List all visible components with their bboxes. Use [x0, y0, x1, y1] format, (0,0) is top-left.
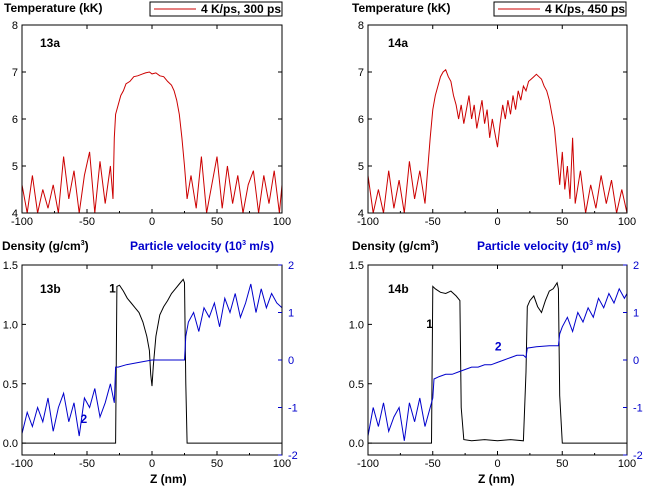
y-tick-label: 0.0 [349, 438, 364, 450]
x-tick-label: -100 [11, 458, 33, 470]
x-tick-label: 0 [149, 216, 155, 228]
y-tick-label: 6 [358, 114, 364, 126]
y-tick-label: 1.0 [349, 319, 364, 331]
x-axis-title: Z (nm) [150, 472, 187, 486]
x-tick-label: 0 [494, 458, 500, 470]
series-line-1 [368, 281, 627, 444]
series-line-2 [367, 287, 628, 441]
panel-label: 14b [388, 282, 409, 296]
panel-label: 14a [388, 36, 408, 50]
x-tick-label: 50 [211, 216, 223, 228]
x-tick-label: 50 [556, 458, 568, 470]
y-right-tick-label: -2 [288, 450, 298, 462]
x-tick-label: 50 [211, 458, 223, 470]
y-tick-label: 4 [358, 208, 364, 220]
y-tick-label: 0.5 [3, 379, 18, 391]
x-tick-label: 50 [556, 216, 568, 228]
panel-label: 13a [40, 36, 60, 50]
y-tick-label: 8 [12, 20, 18, 32]
y-right-tick-label: -2 [633, 450, 643, 462]
series-label-1: 1 [109, 281, 116, 295]
y-right-tick-label: -1 [633, 403, 643, 415]
x-tick-label: 100 [618, 216, 636, 228]
series-line-1 [22, 278, 282, 444]
legend-label: 4 K/ps, 300 ps [201, 2, 281, 16]
series-line-0 [367, 68, 628, 214]
y-tick-label: 0.0 [3, 438, 18, 450]
series-label-2: 2 [495, 340, 502, 354]
y-right-tick-label: -1 [288, 403, 298, 415]
y-tick-label: 4 [12, 208, 18, 220]
y-tick-label: 6 [12, 114, 18, 126]
x-axis-title: Z (nm) [478, 472, 515, 486]
y-right-tick-label: 2 [633, 260, 639, 272]
x-tick-label: -50 [79, 458, 95, 470]
series-label-1: 1 [426, 317, 433, 331]
x-tick-label: -100 [357, 216, 379, 228]
y-tick-label: 5 [358, 161, 364, 173]
panel-14a: Temperature (kK) 4 K/ps, 450 ps 14a [352, 1, 627, 50]
y-right-tick-label: 1 [633, 308, 639, 320]
series-line-0 [21, 71, 283, 214]
chart-13a: -100 -50 0 50 100 4 5 6 7 8 [11, 20, 291, 228]
x-tick-label: -50 [79, 216, 95, 228]
y-tick-label: 1.0 [3, 319, 18, 331]
panel-label: 13b [40, 282, 61, 296]
x-tick-label: -50 [425, 458, 441, 470]
legend-label: 4 K/ps, 450 ps [545, 2, 625, 16]
y-right-tick-label: 1 [288, 308, 294, 320]
y-tick-label: 8 [358, 20, 364, 32]
density-axis-title: Density (g/cm3) [352, 239, 439, 253]
y-tick-label: 1.5 [3, 260, 18, 272]
chart-14a: -100 -50 0 50 100 4 5 6 7 8 [357, 20, 636, 228]
y-tick-label: 7 [358, 67, 364, 79]
x-tick-label: -100 [11, 216, 33, 228]
y-tick-label: 0.5 [349, 379, 364, 391]
density-axis-title: Density (g/cm3) [2, 239, 89, 253]
y-tick-label: 7 [12, 67, 18, 79]
series-line-2 [21, 283, 283, 437]
x-tick-label: 100 [273, 216, 291, 228]
y-right-tick-label: 0 [288, 355, 294, 367]
x-tick-label: 0 [149, 458, 155, 470]
temperature-axis-title: Temperature (kK) [352, 1, 450, 15]
x-tick-label: -100 [357, 458, 379, 470]
y-tick-label: 1.5 [349, 260, 364, 272]
y-right-tick-label: 2 [288, 260, 294, 272]
panel-14b: Density (g/cm3) Particle velocity (103 m… [352, 239, 621, 486]
velocity-axis-title: Particle velocity (103 m/s) [130, 239, 274, 253]
x-tick-label: -50 [425, 216, 441, 228]
x-tick-label: 0 [494, 216, 500, 228]
y-tick-label: 5 [12, 161, 18, 173]
y-right-tick-label: 0 [633, 355, 639, 367]
chart-14b: -100 -50 0 50 100 0.0 0.5 1.0 1.5 -2 -1 0 1 2 1 2 [349, 260, 643, 470]
temperature-axis-title: Temperature (kK) [4, 1, 102, 15]
x-tick-label: 100 [618, 458, 636, 470]
chart-13b: -100 -50 0 50 100 0.0 0.5 1.0 1.5 -2 -1 0 1 2 1 2 [3, 260, 298, 470]
velocity-axis-title: Particle velocity (103 m/s) [477, 239, 621, 253]
legend-box [149, 1, 283, 17]
legend-box [493, 1, 627, 17]
x-tick-label: 100 [273, 458, 291, 470]
panel-13a: Temperature (kK) 4 K/ps, 300 ps 13a [4, 1, 283, 50]
series-label-2: 2 [81, 412, 88, 426]
panel-13b: Density (g/cm3) Particle velocity (103 m… [2, 239, 274, 486]
